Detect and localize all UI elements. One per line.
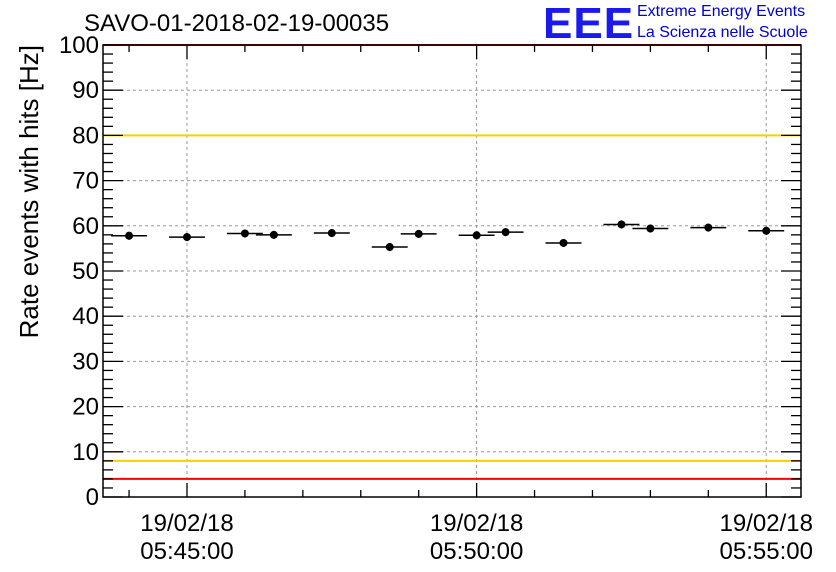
- y-tick-label: 50: [72, 258, 99, 285]
- data-point: [762, 226, 771, 235]
- data-point: [559, 238, 568, 247]
- data-point: [617, 220, 626, 229]
- data-point: [327, 229, 336, 238]
- data-series: [111, 220, 785, 252]
- y-tick-label: 40: [72, 303, 99, 330]
- y-tick-labels: 0 10 20 30 40 50 60 70 80 90 100: [59, 32, 99, 511]
- axis-ticks: [103, 44, 801, 498]
- data-point: [472, 231, 481, 240]
- x-tick-labels: 19/02/1805:45:0019/02/1805:50:0019/02/18…: [140, 510, 813, 565]
- data-point: [385, 243, 394, 252]
- y-tick-label: 100: [59, 32, 99, 59]
- eee-logo: EEE: [543, 0, 635, 48]
- y-tick-label: 90: [72, 77, 99, 104]
- y-tick-label: 80: [72, 122, 99, 149]
- logo-subtitle-2: La Scienza nelle Scuole: [637, 24, 808, 41]
- y-tick-label: 30: [72, 348, 99, 375]
- y-tick-label: 10: [72, 439, 99, 466]
- data-point: [704, 223, 713, 232]
- x-tick-label-time: 05:55:00: [720, 538, 813, 565]
- data-point: [125, 231, 134, 240]
- y-axis-title: Rate events with hits [Hz]: [14, 45, 44, 338]
- x-tick-label-date: 19/02/18: [720, 510, 813, 537]
- x-tick-label-time: 05:45:00: [140, 538, 233, 565]
- data-point: [414, 229, 423, 238]
- x-tick-label-time: 05:50:00: [430, 538, 523, 565]
- y-tick-label: 0: [86, 484, 99, 511]
- reference-lines: [103, 44, 801, 480]
- y-tick-label: 70: [72, 168, 99, 195]
- logo-subtitle-1: Extreme Energy Events: [637, 3, 806, 20]
- x-tick-label-date: 19/02/18: [430, 510, 523, 537]
- chart-title: SAVO-01-2018-02-19-00035: [84, 10, 390, 37]
- data-point: [646, 224, 655, 233]
- data-point: [501, 228, 510, 237]
- y-tick-label: 20: [72, 394, 99, 421]
- data-point: [182, 233, 191, 242]
- data-point: [269, 230, 278, 239]
- x-tick-label-date: 19/02/18: [140, 510, 233, 537]
- data-point: [240, 229, 249, 238]
- grid-lines: [103, 45, 801, 497]
- y-tick-label: 60: [72, 213, 99, 240]
